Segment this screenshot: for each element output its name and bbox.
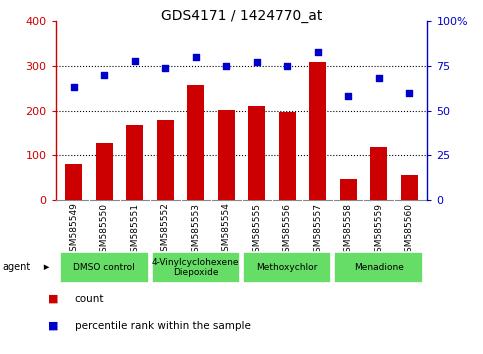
Point xyxy=(253,59,261,65)
Bar xyxy=(127,125,143,200)
Point xyxy=(161,65,169,70)
Bar xyxy=(60,252,149,282)
Text: Menadione: Menadione xyxy=(354,263,404,272)
Text: percentile rank within the sample: percentile rank within the sample xyxy=(75,321,251,331)
Text: GSM585559: GSM585559 xyxy=(374,202,383,258)
Point xyxy=(192,54,199,60)
Bar xyxy=(66,164,82,200)
Point xyxy=(344,93,352,99)
Bar xyxy=(96,143,113,200)
Point xyxy=(70,85,78,90)
Bar xyxy=(248,106,265,200)
Point xyxy=(284,63,291,69)
Text: GSM585555: GSM585555 xyxy=(252,202,261,258)
Text: GSM585560: GSM585560 xyxy=(405,202,413,258)
Text: Methoxychlor: Methoxychlor xyxy=(256,263,318,272)
Text: GSM585553: GSM585553 xyxy=(191,202,200,258)
Text: GSM585557: GSM585557 xyxy=(313,202,322,258)
Text: ■: ■ xyxy=(48,294,59,304)
Text: GDS4171 / 1424770_at: GDS4171 / 1424770_at xyxy=(161,9,322,23)
Bar xyxy=(218,110,235,200)
Bar xyxy=(335,252,423,282)
Bar xyxy=(340,178,356,200)
Bar xyxy=(370,147,387,200)
Text: GSM585558: GSM585558 xyxy=(344,202,353,258)
Point xyxy=(375,76,383,81)
Bar xyxy=(243,252,331,282)
Text: count: count xyxy=(75,294,104,304)
Bar xyxy=(152,252,240,282)
Point xyxy=(405,90,413,96)
Bar xyxy=(187,85,204,200)
Bar xyxy=(309,62,326,200)
Point xyxy=(100,72,108,78)
Text: ■: ■ xyxy=(48,321,59,331)
Text: GSM585551: GSM585551 xyxy=(130,202,139,258)
Text: GSM585550: GSM585550 xyxy=(100,202,109,258)
Text: 4-Vinylcyclohexene
Diepoxide: 4-Vinylcyclohexene Diepoxide xyxy=(152,258,240,277)
Text: GSM585552: GSM585552 xyxy=(161,202,170,257)
Text: GSM585549: GSM585549 xyxy=(70,202,78,257)
Text: agent: agent xyxy=(2,262,30,272)
Text: DMSO control: DMSO control xyxy=(73,263,135,272)
Bar xyxy=(157,120,174,200)
Point xyxy=(222,63,230,69)
Text: GSM585556: GSM585556 xyxy=(283,202,292,258)
Bar xyxy=(401,176,417,200)
Point xyxy=(131,58,139,63)
Bar xyxy=(279,112,296,200)
Point xyxy=(314,49,322,55)
Text: GSM585554: GSM585554 xyxy=(222,202,231,257)
